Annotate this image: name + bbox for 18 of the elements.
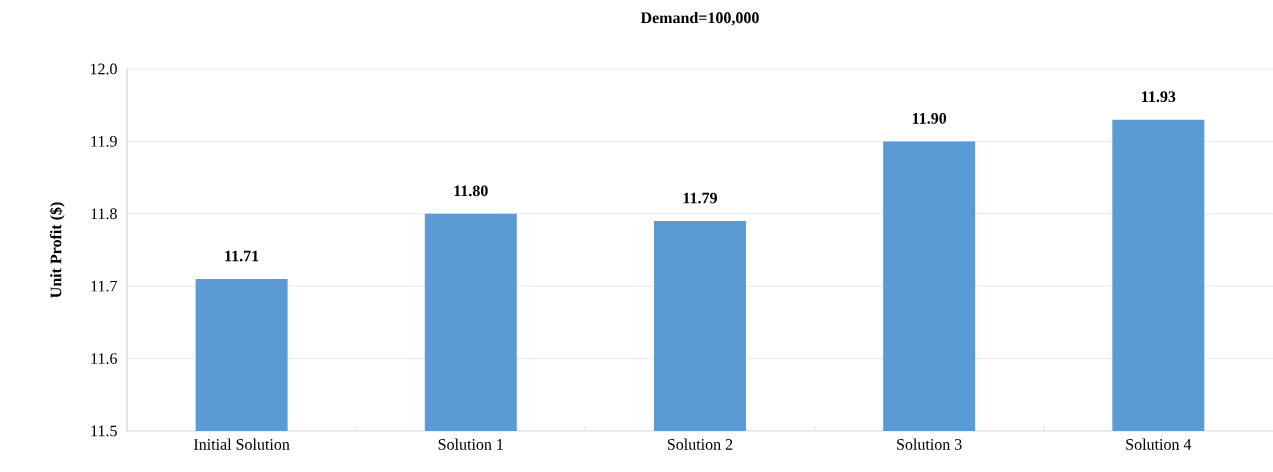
x-tick-label: Initial Solution (193, 438, 290, 450)
y-tick-label: 11.5 (91, 425, 117, 437)
data-label: 11.80 (454, 185, 488, 197)
y-tick-label: 11.9 (91, 136, 117, 147)
x-tick-label: Solution 4 (1126, 438, 1192, 450)
data-label: 11.90 (912, 113, 947, 124)
data-label: 11.79 (683, 192, 717, 204)
data-label: 11.93 (1142, 91, 1176, 103)
y-tick-label: 11.7 (91, 280, 118, 292)
x-tick-label: Solution 1 (438, 438, 503, 450)
x-tick-label: Solution 2 (667, 438, 733, 450)
y-tick-label: 11.8 (91, 208, 117, 220)
x-tick-label: Solution 3 (897, 438, 962, 450)
y-tick-label: 12.0 (90, 63, 117, 75)
y-axis-title: Unit Profit ($) (49, 202, 65, 298)
chart-title: Demand=100,000 (640, 11, 759, 26)
y-tick-label: 11.6 (91, 353, 117, 364)
data-label: 11.71 (225, 250, 259, 262)
